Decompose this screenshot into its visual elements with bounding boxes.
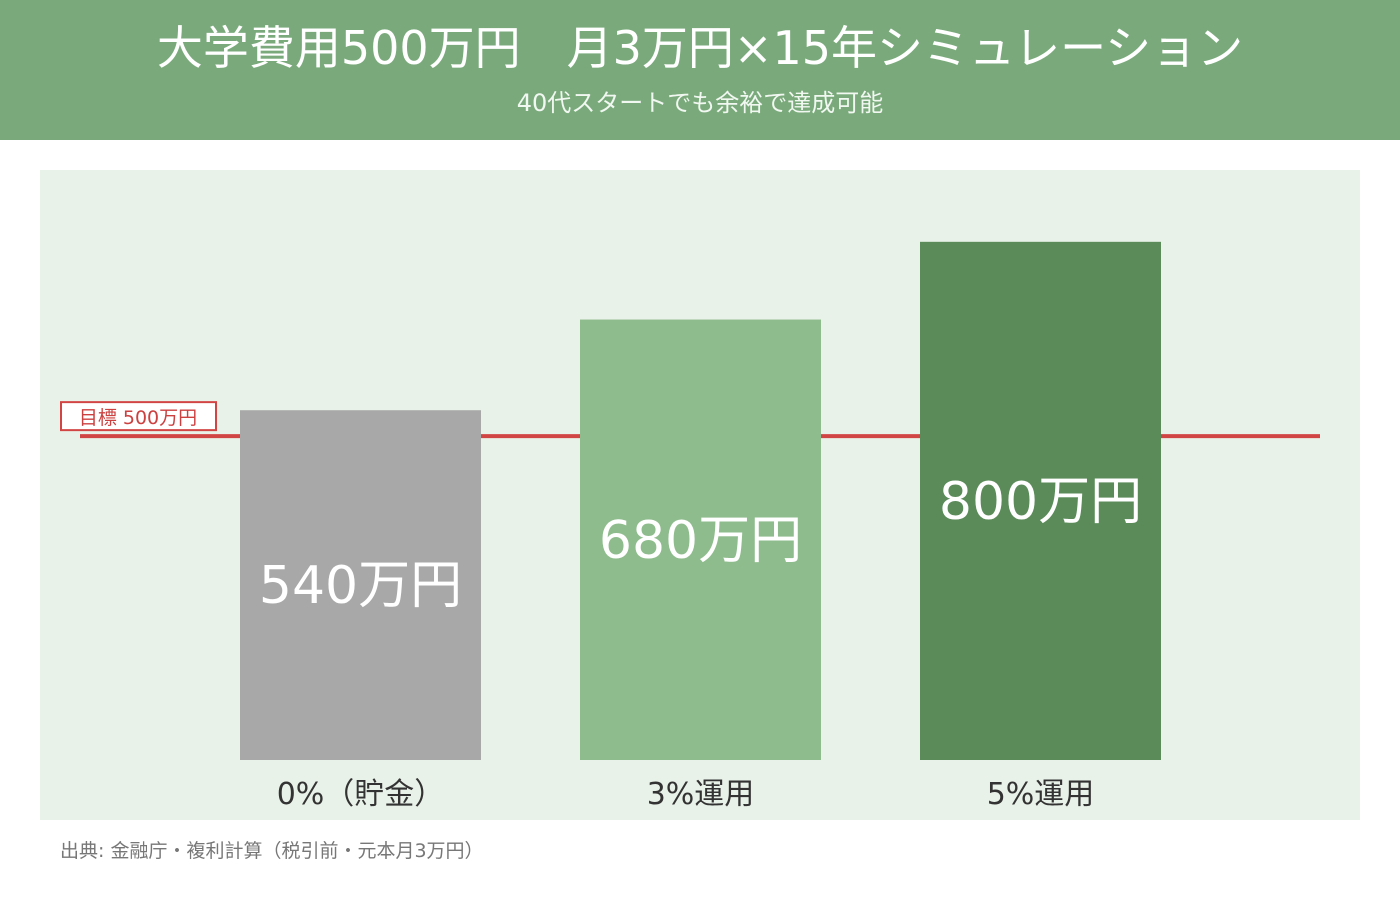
bar-3: [920, 241, 1161, 760]
bar-1: [240, 410, 481, 760]
bar-value-label: 680万円: [599, 511, 802, 571]
target-label-text: 目標 500万円: [79, 407, 197, 429]
chart-title: 大学費用500万円 月3万円×15年シミュレーション: [156, 21, 1244, 75]
source-note: 出典: 金融庁・複利計算（税引前・元本月3万円）: [60, 840, 484, 862]
chart-panel: 540万円 0%（貯金） 680万円 3%運用 800万円 5%運用 目標 500万円: [40, 170, 1360, 820]
category-label: 3%運用: [647, 777, 755, 812]
target-label-box: [60, 401, 217, 432]
header-banner: 大学費用500万円 月3万円×15年シミュレーション 40代スタートでも余裕で達…: [0, 0, 1400, 140]
chart-subtitle: 40代スタートでも余裕で達成可能: [516, 89, 884, 117]
category-label: 5%運用: [987, 777, 1095, 812]
bar-chart: 540万円 0%（貯金） 680万円 3%運用 800万円 5%運用 目標 500万円: [60, 241, 1320, 812]
bar-2: [580, 319, 821, 760]
category-label: 0%（貯金）: [277, 777, 445, 812]
bar-value-label: 800万円: [939, 472, 1142, 532]
bar-value-label: 540万円: [259, 556, 462, 616]
target-label: 目標 500万円: [60, 401, 217, 432]
